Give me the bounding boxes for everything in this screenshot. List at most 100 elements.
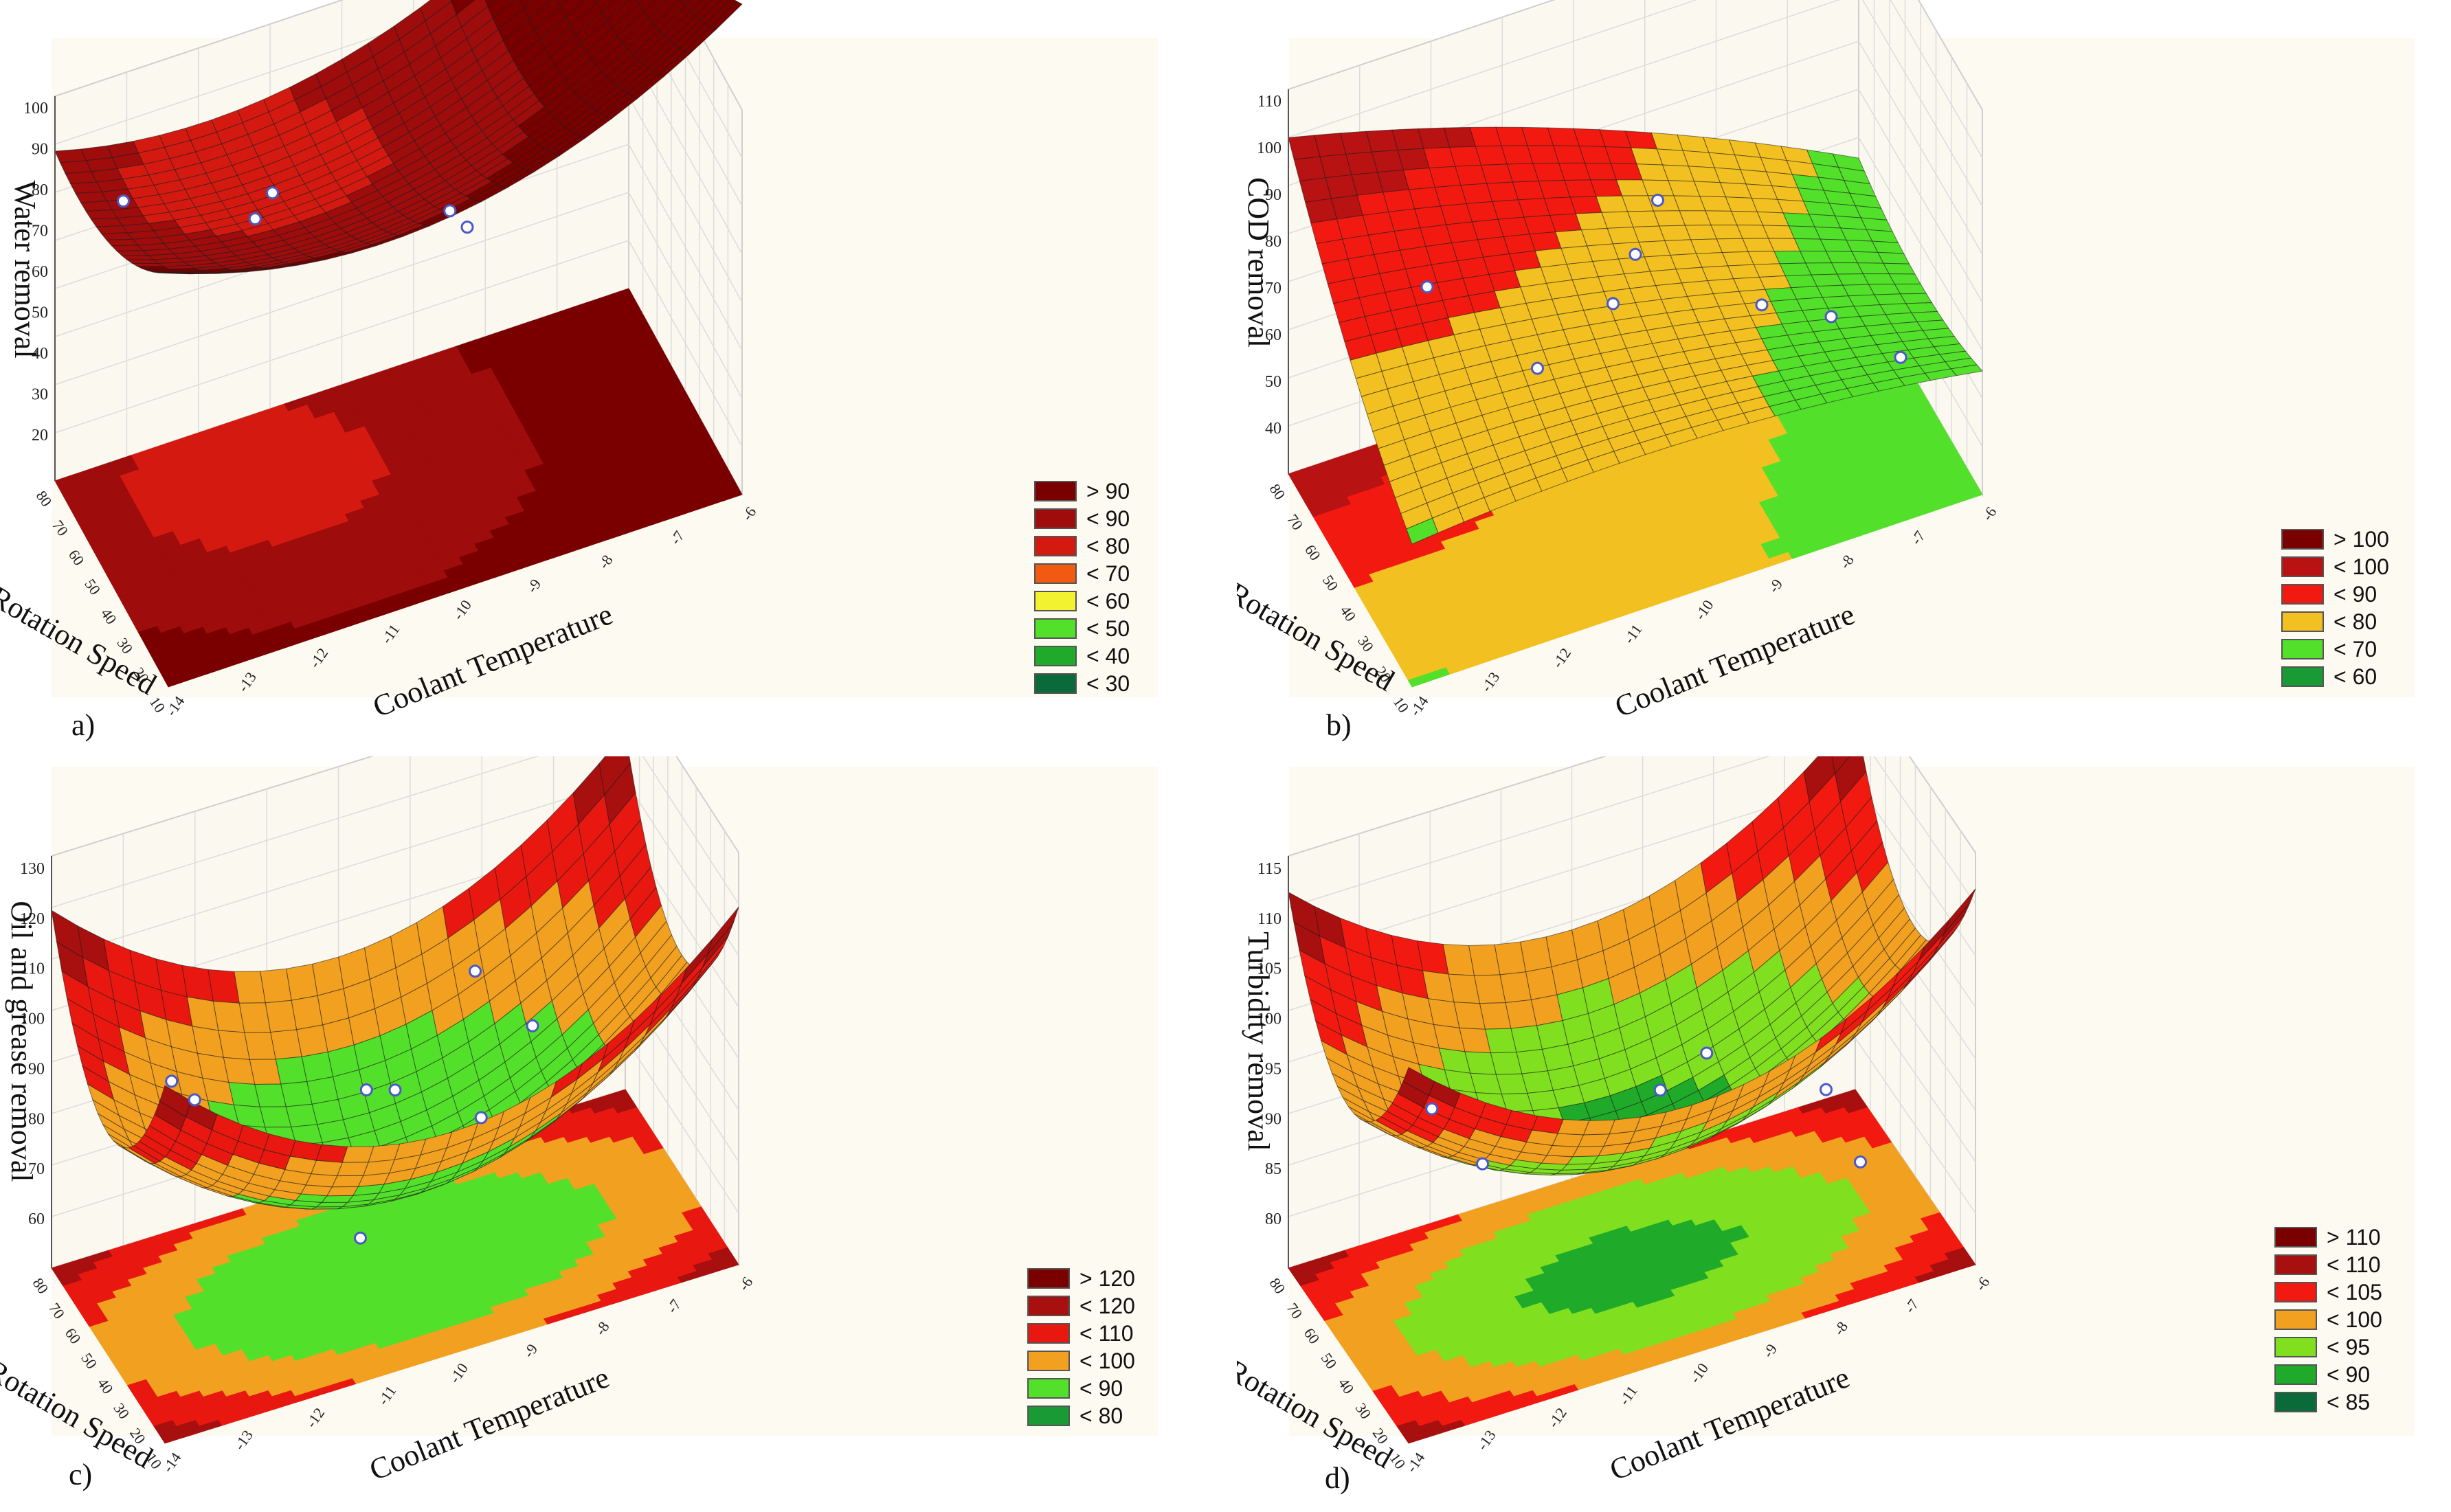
floor-contour	[51, 1089, 739, 1444]
z-tick-label: 70	[32, 222, 48, 240]
legend-swatch	[1034, 673, 1077, 694]
surface-cell	[69, 181, 102, 194]
surface-cell	[100, 232, 133, 240]
legend-entry: < 120	[1027, 1292, 1135, 1320]
x-axis-title: Coolant Temperature	[368, 597, 618, 723]
z-tick-label: 40	[32, 345, 48, 363]
surface-cell	[265, 1000, 298, 1033]
x-axis-title: Coolant Temperature	[1610, 597, 1859, 723]
legend-label: < 120	[1079, 1293, 1135, 1318]
z-tick-label: 40	[1265, 420, 1282, 438]
response-surface	[54, 0, 743, 275]
legend-label: < 100	[2334, 554, 2389, 579]
y-tick-label: 60	[65, 546, 88, 568]
legend-label: < 70	[1086, 561, 1130, 586]
surface-cell	[96, 225, 128, 234]
legend-label: < 90	[2334, 581, 2377, 607]
legend-entry: < 70	[2281, 635, 2389, 663]
x-tick-label: -8	[595, 552, 616, 572]
legend-entry: < 90	[1027, 1375, 1135, 1402]
z-tick-label: 90	[32, 140, 48, 158]
surface-cell	[1288, 135, 1321, 160]
z-tick-label: 120	[20, 910, 45, 928]
legend-cod-removal: > 100 < 100 < 90 < 80 < 70 < 60	[2281, 526, 2389, 690]
legend-label: < 40	[1086, 643, 1130, 668]
legend-entry: < 80	[1027, 1402, 1135, 1430]
legend-entry: < 50	[1034, 615, 1130, 642]
observed-point	[117, 194, 130, 208]
observed-points	[117, 186, 474, 234]
legend-swatch	[1034, 646, 1077, 666]
surface-cell	[315, 1144, 348, 1163]
floor-contour	[1288, 1089, 1976, 1444]
legend-label: < 80	[1086, 533, 1130, 558]
surface-cell	[90, 218, 123, 227]
observed-point	[388, 1083, 402, 1097]
legend-entry: < 40	[1034, 642, 1130, 670]
z-axis-title: COD removal	[1242, 177, 1275, 348]
observed-point	[354, 1231, 367, 1245]
floor-contour	[54, 288, 743, 688]
observed-point	[165, 1074, 179, 1088]
z-tick-label: 80	[28, 1110, 45, 1128]
legend-entry: < 90	[2281, 580, 2389, 608]
z-tick-label: 50	[1265, 373, 1282, 391]
legend-swatch	[2281, 611, 2324, 632]
legend-label: < 60	[1086, 588, 1130, 613]
legend-entry: < 80	[2281, 608, 2389, 635]
observed-point	[443, 204, 457, 218]
legend-entry: < 80	[1034, 532, 1130, 560]
x-tick-label: -8	[592, 1318, 613, 1338]
legend-label: < 70	[2334, 636, 2377, 662]
y-tick-label: 60	[62, 1324, 85, 1346]
legend-swatch	[1027, 1378, 1070, 1399]
z-tick-label: 100	[1257, 139, 1282, 157]
surface-cell	[270, 1029, 302, 1060]
surface-cell	[311, 1160, 343, 1177]
legend-label: < 60	[2334, 664, 2377, 689]
legend-label: < 30	[1086, 670, 1130, 696]
x-tick-label: -7	[663, 1296, 684, 1316]
z-tick-label: 80	[32, 181, 48, 199]
x-tick-label: -13	[1477, 669, 1503, 695]
panel-label: b)	[1326, 708, 1352, 742]
observed-point	[469, 964, 482, 978]
surface-cell	[484, 0, 496, 8]
floor-tile	[605, 1089, 630, 1102]
x-axis-title: Coolant Temperature	[365, 1360, 614, 1487]
z-tick-label: 60	[32, 263, 48, 281]
legend-entry: < 110	[1027, 1320, 1135, 1347]
legend-swatch	[2281, 666, 2324, 687]
legend-label: < 90	[1086, 506, 1130, 531]
legend-label: < 100	[1079, 1348, 1135, 1373]
z-tick-label: 70	[1265, 280, 1282, 297]
y-tick-label: 40	[1336, 602, 1359, 624]
surface-cell	[301, 1051, 334, 1083]
z-tick-label: 110	[1257, 93, 1282, 111]
observed-point	[1894, 350, 1907, 364]
observed-point	[526, 1019, 539, 1033]
x-tick-label: -14	[159, 1449, 184, 1476]
legend-water-removal: > 90 < 90 < 80 < 70 < 60 < 50 < 40 < 30	[1034, 477, 1130, 697]
x-tick-label: -10	[449, 597, 475, 623]
legend-label: < 90	[1079, 1375, 1123, 1401]
y-tick-label: 80	[30, 1275, 52, 1297]
x-tick-label: -6	[738, 504, 759, 523]
x-tick-label: -8	[1836, 552, 1857, 572]
legend-swatch	[1034, 618, 1077, 639]
x-tick-label: -12	[306, 645, 331, 671]
y-tick-label: 40	[94, 1375, 117, 1397]
x-tick-label: -10	[1691, 597, 1716, 623]
x-tick-label: -9	[523, 576, 544, 596]
legend-swatch	[2281, 556, 2324, 577]
surface-cell	[75, 191, 108, 203]
legend-entry: > 120	[1027, 1265, 1135, 1292]
surface-cell	[126, 259, 160, 264]
legend-entry: < 60	[2281, 663, 2389, 690]
legend-entry: < 90	[1034, 505, 1130, 532]
surface-cell	[121, 255, 155, 260]
